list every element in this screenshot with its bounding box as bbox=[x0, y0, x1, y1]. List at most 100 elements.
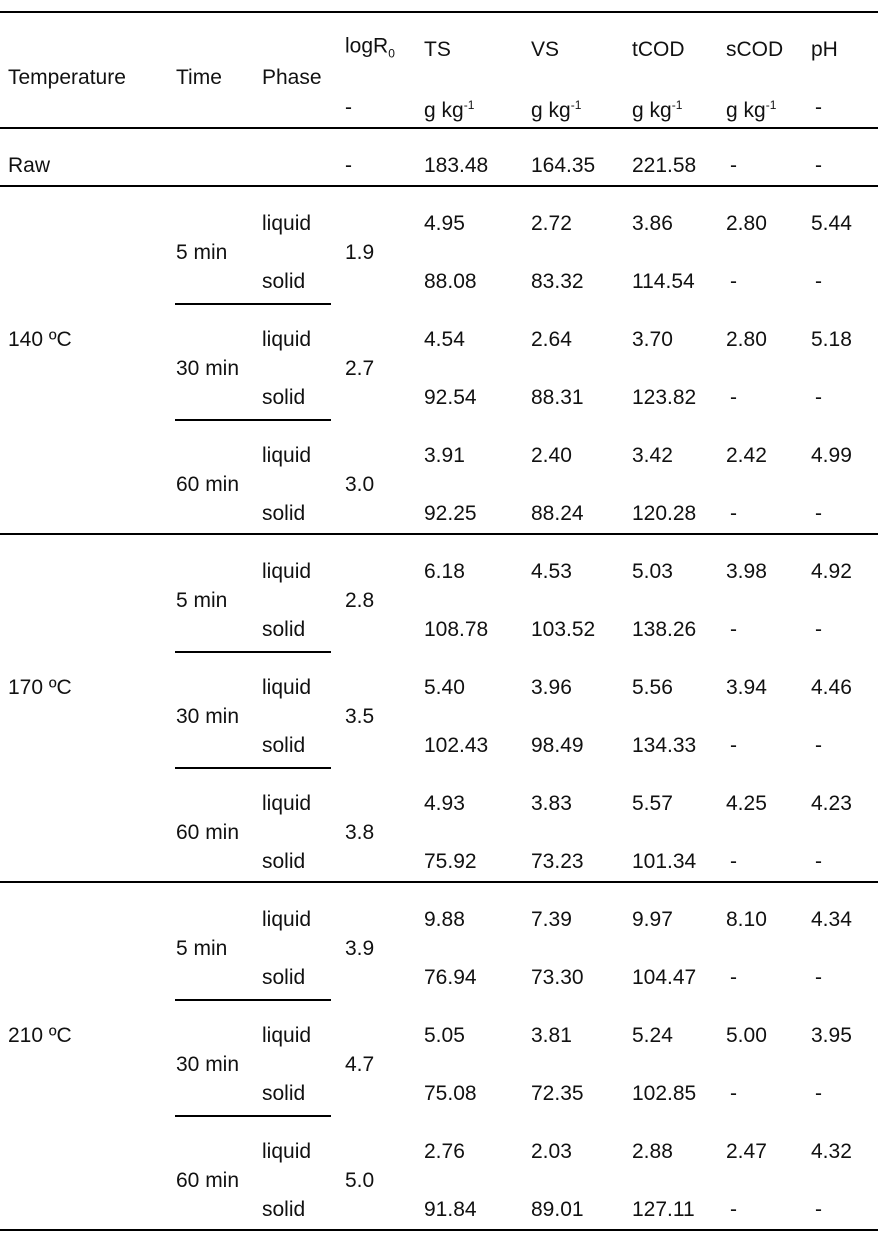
cell: 5.18 bbox=[811, 328, 852, 351]
cell: - bbox=[730, 734, 737, 757]
cell: - bbox=[730, 1082, 737, 1105]
header-unit-script: -1 bbox=[570, 98, 582, 112]
cell: 3.96 bbox=[531, 676, 572, 699]
cell: 3.98 bbox=[726, 560, 767, 583]
cell: 101.34 bbox=[632, 850, 697, 873]
rule bbox=[175, 651, 331, 653]
cell: 3.42 bbox=[632, 444, 673, 467]
cell: - bbox=[345, 154, 352, 177]
header-unit-base: g kg bbox=[632, 99, 672, 122]
header-unit: g kg-1 bbox=[531, 93, 581, 123]
phase: solid bbox=[262, 734, 306, 757]
rule bbox=[0, 533, 878, 535]
cell: - bbox=[815, 154, 822, 177]
rule bbox=[175, 419, 331, 421]
cell: 3.70 bbox=[632, 328, 673, 351]
phase: solid bbox=[262, 1082, 306, 1105]
cell: - bbox=[815, 1082, 822, 1105]
cell: 104.47 bbox=[632, 966, 697, 989]
cell: 221.58 bbox=[632, 154, 697, 177]
cell: 2.80 bbox=[726, 212, 767, 235]
cell: 9.88 bbox=[424, 908, 465, 931]
header-unit-base: g kg bbox=[726, 99, 766, 122]
cell: 2.8 bbox=[345, 589, 375, 612]
cell: - bbox=[815, 734, 822, 757]
cell: 89.01 bbox=[531, 1198, 584, 1221]
rule bbox=[0, 127, 878, 129]
cell: 88.24 bbox=[531, 502, 584, 525]
cell: 134.33 bbox=[632, 734, 697, 757]
header-unit-script: -1 bbox=[671, 98, 683, 112]
rule bbox=[175, 1115, 331, 1117]
rule bbox=[0, 1229, 878, 1231]
time: 30 min bbox=[176, 705, 240, 728]
temperature: 140 ºC bbox=[8, 328, 72, 351]
temperature: 210 ºC bbox=[8, 1024, 72, 1047]
time: 5 min bbox=[176, 241, 228, 264]
cell: - bbox=[815, 850, 822, 873]
cell: 3.83 bbox=[531, 792, 572, 815]
cell: - bbox=[815, 502, 822, 525]
cell: 5.03 bbox=[632, 560, 673, 583]
cell: 102.85 bbox=[632, 1082, 697, 1105]
cell: 164.35 bbox=[531, 154, 596, 177]
time: 5 min bbox=[176, 589, 228, 612]
cell: 88.08 bbox=[424, 270, 477, 293]
cell: 3.95 bbox=[811, 1024, 852, 1047]
cell: 4.25 bbox=[726, 792, 767, 815]
header-unit: - bbox=[345, 96, 352, 119]
cell: 6.18 bbox=[424, 560, 465, 583]
cell: - bbox=[815, 1198, 822, 1221]
cell: 3.0 bbox=[345, 473, 375, 496]
cell: - bbox=[815, 966, 822, 989]
cell: 5.44 bbox=[811, 212, 852, 235]
header-unit: g kg-1 bbox=[726, 93, 776, 123]
rule bbox=[0, 185, 878, 187]
cell: 2.42 bbox=[726, 444, 767, 467]
cell: - bbox=[730, 966, 737, 989]
header-cell: pH bbox=[811, 38, 838, 61]
phase: solid bbox=[262, 386, 306, 409]
header-unit-base: g kg bbox=[424, 99, 464, 122]
cell: 4.95 bbox=[424, 212, 465, 235]
phase: solid bbox=[262, 502, 306, 525]
header-cell: logR0 bbox=[345, 34, 395, 65]
cell: - bbox=[815, 270, 822, 293]
cell: 5.0 bbox=[345, 1169, 375, 1192]
rule bbox=[175, 999, 331, 1001]
cell: 120.28 bbox=[632, 502, 697, 525]
header-unit-base: g kg bbox=[531, 99, 571, 122]
cell: 5.57 bbox=[632, 792, 673, 815]
cell: 92.54 bbox=[424, 386, 477, 409]
cell: 4.34 bbox=[811, 908, 852, 931]
cell: 4.93 bbox=[424, 792, 465, 815]
cell: 2.47 bbox=[726, 1140, 767, 1163]
cell: 9.97 bbox=[632, 908, 673, 931]
cell: 4.7 bbox=[345, 1053, 375, 1076]
header-cell: sCOD bbox=[726, 38, 784, 61]
cell: 72.35 bbox=[531, 1082, 584, 1105]
cell: 3.5 bbox=[345, 705, 375, 728]
rule bbox=[0, 881, 878, 883]
cell: 76.94 bbox=[424, 966, 477, 989]
cell: 1.9 bbox=[345, 241, 375, 264]
phase: liquid bbox=[262, 676, 312, 699]
cell: 2.40 bbox=[531, 444, 572, 467]
phase: solid bbox=[262, 270, 306, 293]
phase: liquid bbox=[262, 792, 312, 815]
header-cell: VS bbox=[531, 38, 560, 61]
cell: - bbox=[730, 618, 737, 641]
cell: 3.8 bbox=[345, 821, 375, 844]
cell: 2.72 bbox=[531, 212, 572, 235]
cell: 4.32 bbox=[811, 1140, 852, 1163]
cell: 5.24 bbox=[632, 1024, 673, 1047]
cell: - bbox=[730, 270, 737, 293]
phase: solid bbox=[262, 618, 306, 641]
time: 60 min bbox=[176, 473, 240, 496]
cell: 3.91 bbox=[424, 444, 465, 467]
cell: 3.86 bbox=[632, 212, 673, 235]
time: 60 min bbox=[176, 821, 240, 844]
cell: 8.10 bbox=[726, 908, 767, 931]
cell: 103.52 bbox=[531, 618, 596, 641]
